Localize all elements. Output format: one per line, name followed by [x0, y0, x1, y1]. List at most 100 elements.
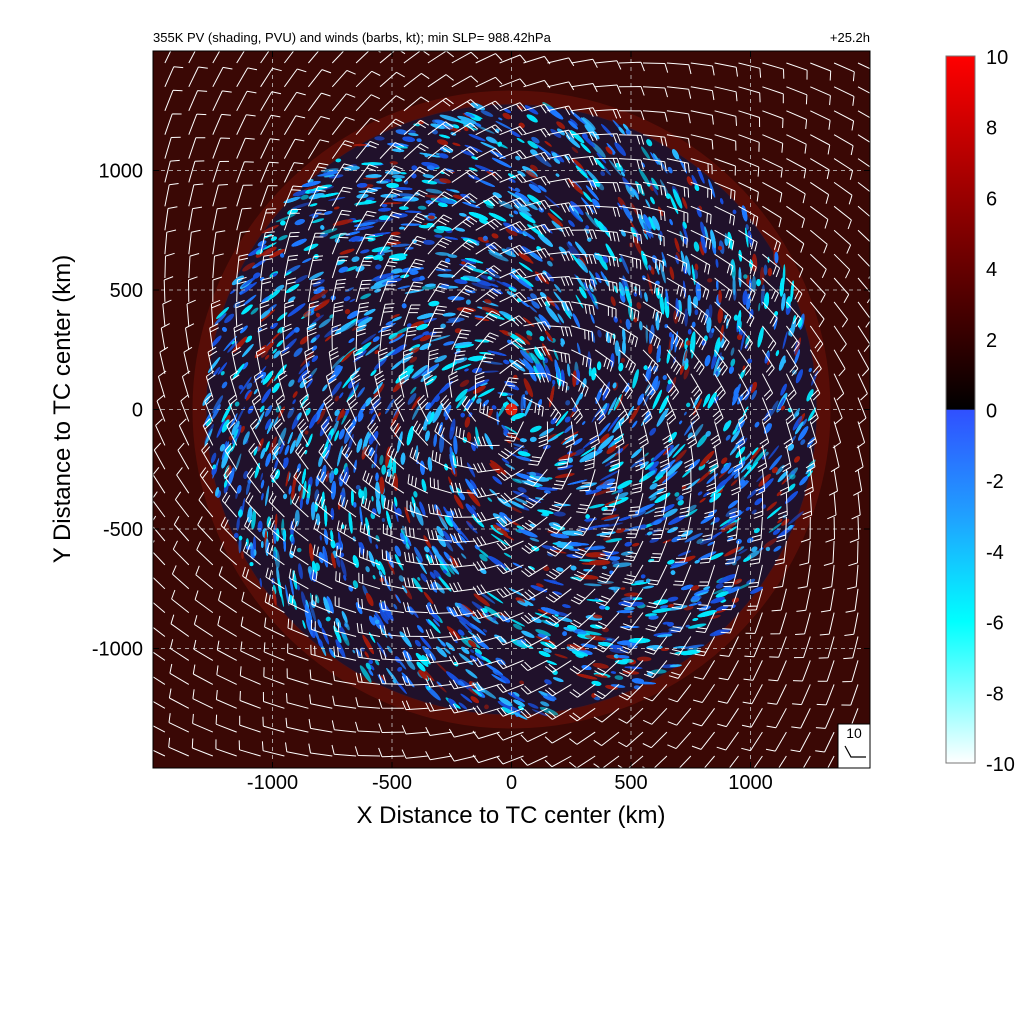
- pv-filament: [544, 330, 553, 342]
- pv-filament: [520, 300, 530, 308]
- pv-filament: [212, 366, 221, 377]
- pv-filament: [685, 624, 690, 628]
- pv-filament: [400, 532, 407, 545]
- pv-filament: [241, 550, 244, 560]
- pv-filament: [623, 606, 635, 611]
- pv-filament: [609, 556, 621, 561]
- pv-filament: [309, 601, 317, 623]
- pv-filament: [628, 405, 640, 424]
- pv-filament: [385, 320, 394, 326]
- pv-filament: [444, 236, 459, 240]
- pv-filament: [790, 473, 796, 480]
- pv-filament: [392, 198, 412, 202]
- pv-filament: [511, 478, 522, 484]
- pv-filament: [501, 458, 510, 464]
- pv-filament: [624, 285, 633, 307]
- pv-filament: [739, 479, 746, 486]
- pv-filament: [396, 145, 408, 149]
- pv-filament: [259, 577, 263, 588]
- pv-filament: [484, 704, 489, 710]
- pv-filament: [512, 692, 520, 697]
- pv-filament: [280, 253, 285, 258]
- pv-filament: [492, 192, 502, 199]
- pv-filament: [614, 675, 624, 680]
- pv-filament: [681, 584, 694, 591]
- pv-filament: [348, 511, 353, 534]
- pv-filament: [553, 158, 561, 164]
- pv-filament: [655, 380, 661, 392]
- pv-filament: [604, 498, 622, 506]
- pv-filament: [231, 340, 235, 345]
- pv-filament: [484, 299, 492, 304]
- pv-filament: [697, 167, 705, 184]
- pv-filament: [406, 659, 416, 670]
- pv-filament: [341, 631, 350, 646]
- pv-filament: [393, 496, 398, 507]
- pv-filament: [604, 606, 610, 611]
- pv-filament: [758, 302, 761, 312]
- pv-filament: [751, 509, 757, 515]
- pv-filament: [455, 526, 462, 535]
- pv-filament: [395, 129, 408, 135]
- pv-filament: [685, 255, 691, 276]
- pv-filament: [781, 358, 787, 364]
- pv-filament: [326, 596, 334, 614]
- pv-filament: [773, 545, 782, 552]
- pv-filament: [472, 688, 483, 697]
- pv-filament: [335, 321, 352, 335]
- pv-filament: [242, 262, 256, 272]
- pv-filament: [365, 174, 382, 179]
- pv-filament: [373, 383, 385, 398]
- pv-filament: [579, 451, 598, 463]
- pv-filament: [351, 256, 360, 262]
- pv-filament: [531, 136, 540, 144]
- pv-filament: [581, 562, 596, 565]
- pv-filament: [772, 528, 781, 535]
- pv-filament: [650, 448, 666, 464]
- pv-filament: [427, 411, 435, 425]
- pv-filament: [265, 441, 270, 452]
- pv-filament: [554, 653, 568, 659]
- pv-filament: [571, 146, 579, 154]
- pv-filament: [261, 224, 279, 234]
- pv-filament: [375, 472, 379, 482]
- pv-filament: [555, 173, 560, 177]
- pv-filament: [463, 127, 469, 132]
- pv-filament: [476, 398, 482, 404]
- pv-filament: [471, 504, 476, 510]
- pv-filament: [262, 370, 274, 385]
- pv-filament: [649, 184, 654, 192]
- pv-filament: [407, 129, 416, 134]
- pv-filament: [378, 561, 386, 576]
- pv-filament: [564, 130, 575, 140]
- pv-filament: [288, 296, 296, 303]
- pv-filament: [503, 222, 519, 232]
- pv-filament: [709, 552, 724, 561]
- pv-filament: [375, 559, 381, 571]
- pv-filament: [735, 446, 746, 458]
- pv-filament: [241, 275, 259, 288]
- pv-filament: [598, 422, 611, 437]
- pv-filament: [289, 440, 296, 454]
- pv-filament: [325, 470, 330, 483]
- pv-filament: [452, 142, 461, 147]
- pv-filament: [214, 313, 227, 325]
- pv-filament: [408, 344, 421, 352]
- pv-filament: [411, 267, 424, 271]
- pv-filament: [523, 199, 538, 211]
- pv-filament: [568, 120, 579, 130]
- pv-filament: [502, 112, 511, 120]
- pv-filament: [707, 541, 715, 546]
- pv-filament: [749, 586, 764, 594]
- pv-filament: [345, 287, 355, 292]
- pv-filament: [447, 296, 465, 301]
- pv-filament: [424, 283, 436, 287]
- pv-filament: [474, 315, 485, 319]
- pv-filament: [592, 662, 609, 669]
- pv-filament: [647, 531, 653, 536]
- pv-filament: [645, 365, 652, 382]
- pv-filament: [341, 410, 346, 419]
- pv-filament: [699, 450, 715, 467]
- pv-filament: [529, 537, 540, 542]
